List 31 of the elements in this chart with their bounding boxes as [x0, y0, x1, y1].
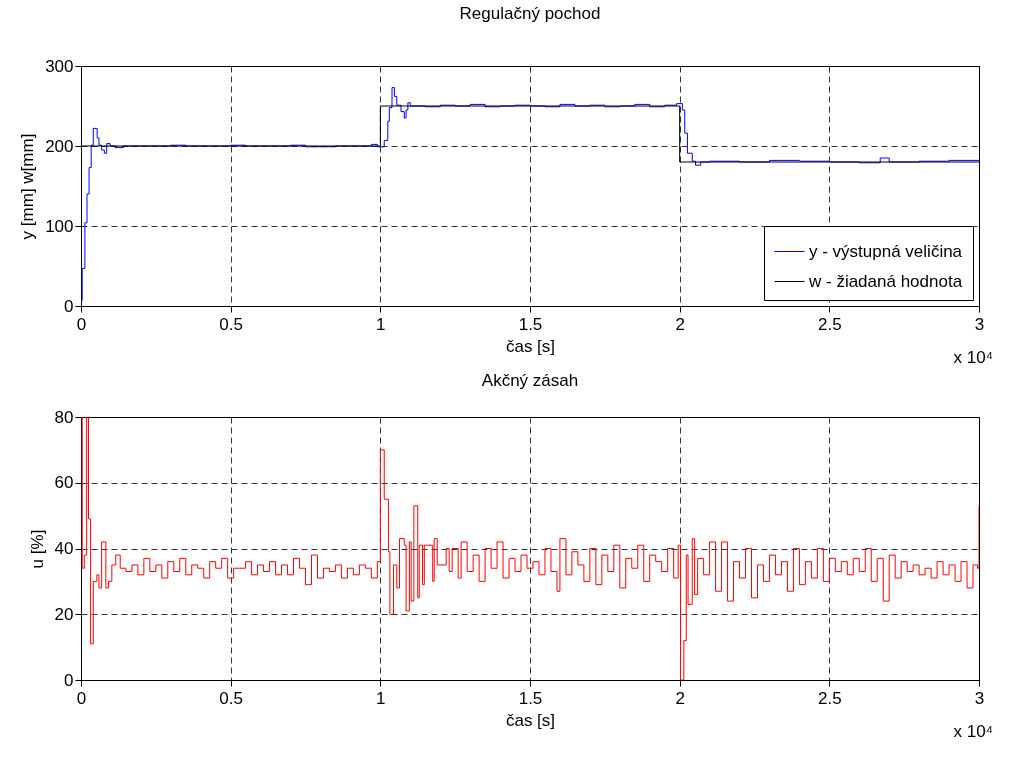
y-tick-label: 40 — [54, 539, 74, 558]
x-tick-label: 3 — [974, 688, 985, 708]
x-tick-label: 1.5 — [518, 688, 543, 708]
x-tick-label: 2.5 — [818, 688, 842, 708]
x-tick-label: 2 — [675, 688, 685, 708]
y-tick-label: 0 — [64, 670, 74, 690]
x-axis-title: čas [s] — [505, 710, 556, 730]
x-tick-label: 1.5 — [518, 314, 543, 334]
y-tick-label: 0 — [64, 296, 74, 316]
x-tick-label: 1 — [376, 688, 386, 708]
y-tick-label: 300 — [45, 56, 74, 76]
y-tick-label: 60 — [54, 473, 74, 493]
chart-title: Regulačný pochod — [459, 4, 601, 23]
legend-label: y - výstupná veličina — [809, 241, 963, 261]
x-axis-title: čas [s] — [505, 336, 556, 356]
legend-label: w - žiadaná hodnota — [808, 271, 963, 291]
y-axis-title: y [mm] w[mm] — [18, 133, 38, 240]
x-tick-label: 3 — [974, 314, 985, 334]
x-tick-label: 2 — [675, 314, 685, 334]
chart-title: Akčný zásah — [481, 371, 579, 390]
x-tick-label: 0.5 — [219, 314, 243, 334]
y-axis-title: u [%] — [27, 529, 47, 569]
y-tick-label: 80 — [54, 407, 74, 427]
text: x 10⁴ — [953, 722, 993, 741]
x-tick-label: 2.5 — [818, 314, 842, 334]
y-tick-label: 20 — [54, 604, 74, 624]
x-tick-label: 1 — [376, 314, 386, 334]
y-tick-label: 200 — [45, 136, 74, 156]
x-tick-label: 0.5 — [219, 688, 243, 708]
text: x 10⁴ — [953, 348, 993, 367]
y-tick-label: 100 — [45, 216, 74, 236]
